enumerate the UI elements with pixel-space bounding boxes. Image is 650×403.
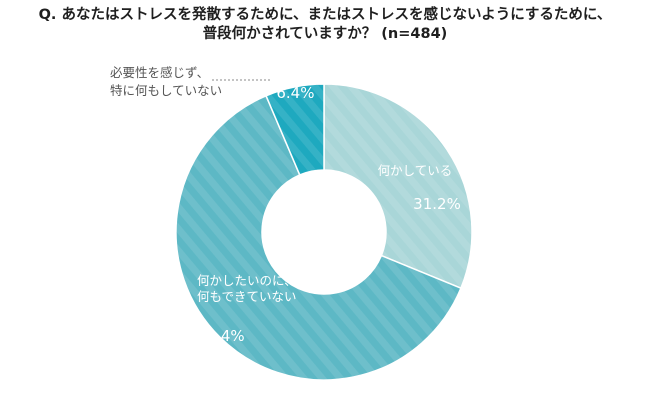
slice-percent-2: 62.4%	[197, 327, 245, 345]
slice-percent-1: 31.2%	[413, 195, 461, 213]
slice-label-1-line-1: 何かしている	[378, 163, 453, 178]
chart-title: Q. あなたはストレスを発散するために、またはストレスを感じないようにするために…	[0, 6, 650, 44]
chart-title-line-2: 普段何かされていますか？ (n=484)	[202, 26, 448, 42]
chart-title-line-1: Q. あなたはストレスを発散するために、またはストレスを感じないようにするために…	[38, 7, 612, 23]
donut-slices	[175, 83, 473, 381]
slice-percent-3: 6.4%	[276, 84, 314, 102]
donut-slice-2-texture	[176, 95, 461, 381]
donut-slice-3-texture	[266, 84, 324, 175]
slice-label-2-line-2: 何もできていない	[197, 289, 297, 304]
slice-labels: 何かしている 31.2% 何かしたいのに、何もできていない 62.4% 必要性を感じず、…	[110, 65, 461, 345]
slice-label-3-line-2: 特に何もしていない	[110, 83, 222, 98]
slice-label-2-line-1: 何かしたいのに、	[197, 273, 297, 288]
donut-slice-1-texture	[324, 84, 472, 289]
slice-label-3-line-1: 必要性を感じず、	[110, 65, 209, 80]
